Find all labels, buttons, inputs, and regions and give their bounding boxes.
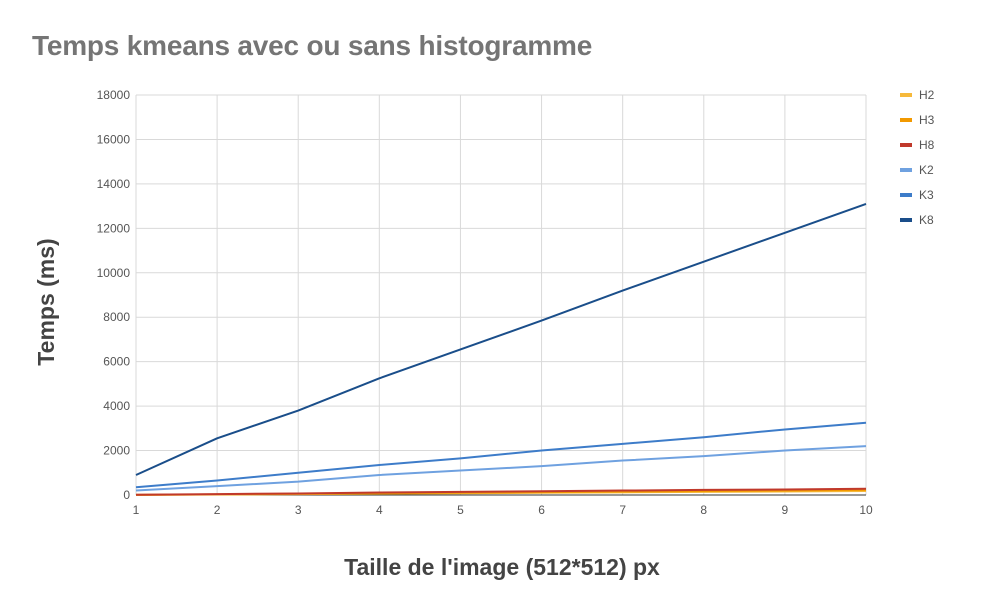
- legend-label-k2: K2: [919, 163, 934, 177]
- axes: 1 2 3 4 5 6 7 8 9 10 0 2000 4000 6000 8000 10000 12000 14…: [97, 88, 873, 517]
- chart-title: Temps kmeans avec ou sans histogramme: [32, 30, 593, 61]
- x-tick-label: 8: [700, 503, 707, 517]
- y-tick-label: 16000: [97, 132, 131, 146]
- y-tick-label: 2000: [103, 444, 130, 458]
- legend: H2 H3 H8 K2 K3 K8: [900, 88, 935, 227]
- series-line-k2: [135, 445, 867, 492]
- x-tick-label: 10: [859, 503, 873, 517]
- x-tick-label: 6: [538, 503, 545, 517]
- series-lines: [135, 202, 867, 496]
- legend-label-h3: H3: [919, 113, 935, 127]
- x-tick-label: 1: [133, 503, 140, 517]
- x-axis-title: Taille de l'image (512*512) px: [344, 554, 660, 580]
- x-tick-label: 3: [295, 503, 302, 517]
- y-tick-label: 10000: [97, 266, 131, 280]
- x-tick-label: 7: [619, 503, 626, 517]
- y-tick-label: 18000: [97, 88, 131, 102]
- y-tick-label: 4000: [103, 399, 130, 413]
- y-tick-label: 6000: [103, 355, 130, 369]
- series-line-k3: [135, 421, 867, 489]
- grid: [135, 94, 867, 496]
- x-tick-label: 2: [214, 503, 221, 517]
- y-tick-label: 12000: [97, 221, 131, 235]
- y-tick-label: 8000: [103, 310, 130, 324]
- series-line-k8: [135, 202, 867, 476]
- series-line-h8: [135, 487, 867, 496]
- y-axis-title: Temps (ms): [33, 238, 59, 365]
- x-tick-label: 9: [782, 503, 789, 517]
- legend-label-k8: K8: [919, 213, 934, 227]
- y-tick-label: 0: [123, 488, 130, 502]
- x-tick-label: 5: [457, 503, 464, 517]
- legend-label-h8: H8: [919, 138, 935, 152]
- legend-label-h2: H2: [919, 88, 935, 102]
- legend-label-k3: K3: [919, 188, 934, 202]
- y-tick-label: 14000: [97, 177, 131, 191]
- x-tick-label: 4: [376, 503, 383, 517]
